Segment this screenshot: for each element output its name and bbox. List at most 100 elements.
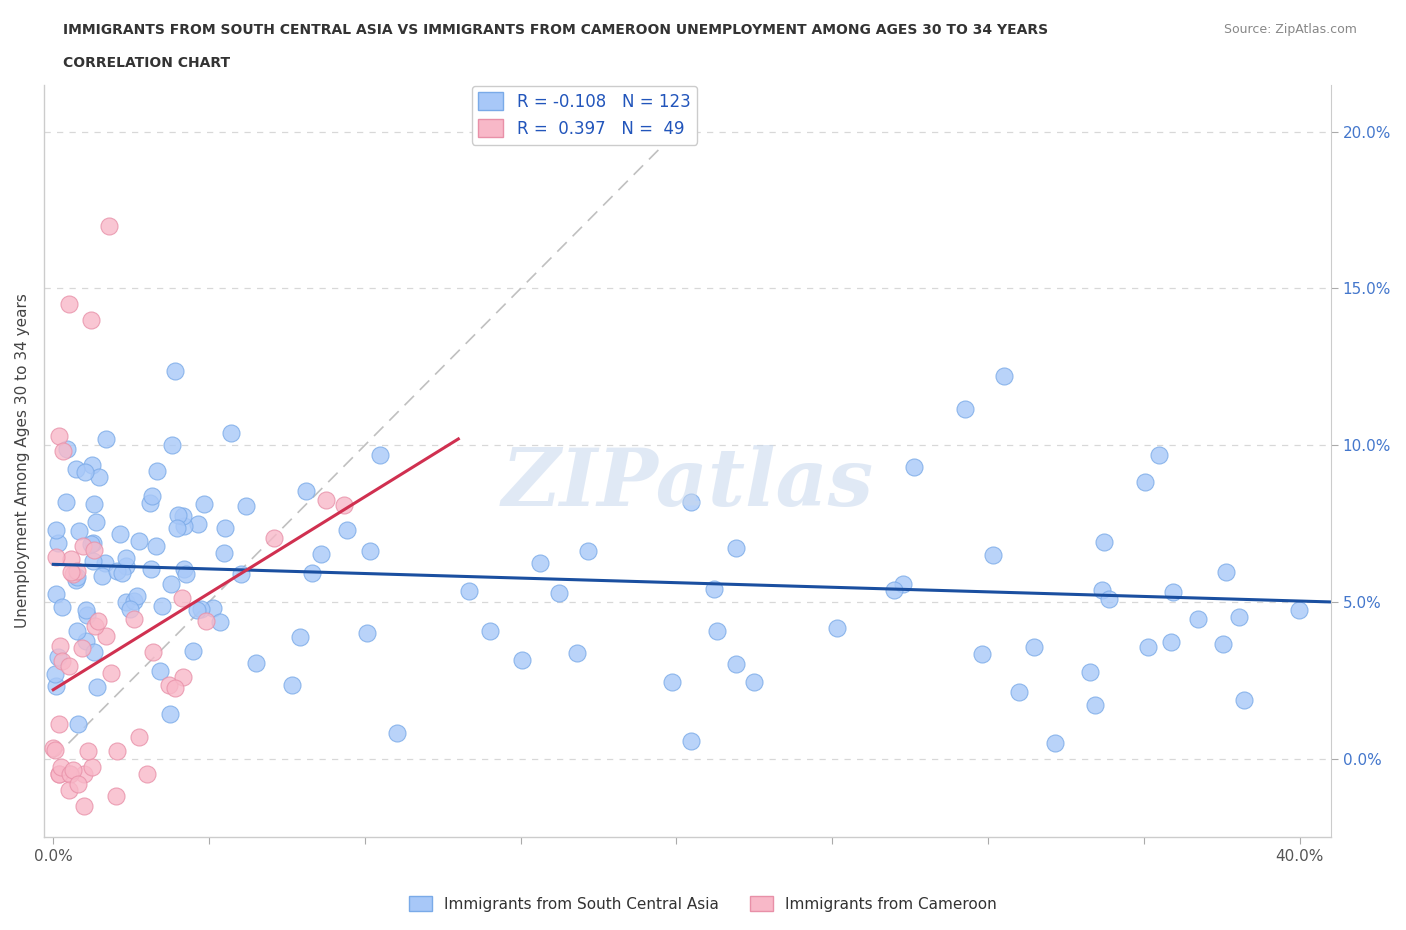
Point [288,630,311,644]
Point [66,717,89,732]
Point [981,547,1004,562]
Point [73,798,96,813]
Point [58,297,80,312]
Point [172,508,194,523]
Point [235,498,257,513]
Point [77,744,100,759]
Point [80,537,103,551]
Point [65,573,87,588]
Point [309,547,332,562]
Point [167,507,190,522]
Point [301,565,323,580]
Point [187,517,209,532]
Point [89,470,111,485]
Point [166,520,188,535]
Point [94,556,117,571]
Point [86,613,108,628]
Point [1161,584,1184,599]
Point [955,402,977,417]
Point [51,654,73,669]
Point [105,564,128,578]
Point [1008,684,1031,699]
Point [82,458,104,472]
Point [547,586,569,601]
Point [104,789,127,804]
Point [214,521,236,536]
Point [45,549,67,564]
Point [67,524,90,538]
Point [356,626,378,641]
Point [114,594,136,609]
Point [58,658,80,673]
Point [83,644,105,659]
Point [48,536,70,551]
Point [76,608,98,623]
Point [970,646,993,661]
Point [48,767,70,782]
Point [263,531,285,546]
Point [48,429,70,444]
Point [111,565,134,580]
Point [128,534,150,549]
Point [333,498,356,512]
Point [186,603,208,618]
Point [83,497,105,512]
Point [73,767,96,782]
Point [565,645,588,660]
Point [141,489,163,504]
Point [163,681,186,696]
Point [903,459,925,474]
Point [45,586,67,601]
Point [157,677,180,692]
Point [1133,474,1156,489]
Point [1288,603,1310,618]
Point [194,614,217,629]
Point [1022,640,1045,655]
Point [42,741,65,756]
Point [145,464,167,479]
Point [1212,636,1234,651]
Text: IMMIGRANTS FROM SOUTH CENTRAL ASIA VS IMMIGRANTS FROM CAMEROON UNEMPLOYMENT AMON: IMMIGRANTS FROM SOUTH CENTRAL ASIA VS IM… [63,23,1049,37]
Point [661,674,683,689]
Point [1227,609,1250,624]
Point [1084,698,1107,712]
Point [1098,591,1121,606]
Point [883,582,905,597]
Point [55,495,77,510]
Point [212,546,235,561]
Point [84,514,107,529]
Point [49,639,72,654]
Point [75,634,97,649]
Point [458,583,481,598]
Point [48,717,70,732]
Point [83,543,105,558]
Point [245,656,267,671]
Point [96,629,118,644]
Point [1136,640,1159,655]
Text: ZIPatlas: ZIPatlas [502,445,873,523]
Point [724,657,747,671]
Point [90,568,112,583]
Point [891,577,914,591]
Point [190,602,212,617]
Point [51,599,73,614]
Point [122,594,145,609]
Legend: R = -0.108   N = 123, R =  0.397   N =  49: R = -0.108 N = 123, R = 0.397 N = 49 [471,86,697,144]
Point [62,763,84,777]
Point [139,495,162,510]
Point [72,538,94,553]
Legend: Immigrants from South Central Asia, Immigrants from Cameroon: Immigrants from South Central Asia, Immi… [404,889,1002,918]
Point [281,677,304,692]
Point [159,707,181,722]
Point [315,492,337,507]
Point [75,603,97,618]
Point [52,444,75,458]
Point [82,553,104,568]
Point [145,538,167,553]
Point [60,565,83,579]
Point [79,312,101,327]
Point [75,465,97,480]
Point [105,743,128,758]
Point [149,663,172,678]
Point [295,484,318,498]
